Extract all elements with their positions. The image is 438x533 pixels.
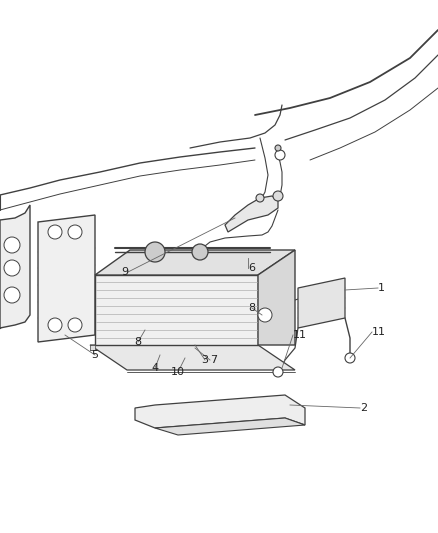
Text: 4: 4 <box>152 363 159 373</box>
Polygon shape <box>225 196 278 232</box>
Circle shape <box>273 191 283 201</box>
Text: 1: 1 <box>378 283 385 293</box>
Circle shape <box>68 318 82 332</box>
Circle shape <box>258 308 272 322</box>
Circle shape <box>256 194 264 202</box>
Polygon shape <box>298 278 345 328</box>
Text: 7: 7 <box>210 355 217 365</box>
Circle shape <box>275 145 281 151</box>
Text: 2: 2 <box>360 403 367 413</box>
Text: 3: 3 <box>201 355 208 365</box>
Text: 8: 8 <box>134 337 141 347</box>
Circle shape <box>345 353 355 363</box>
Text: 8: 8 <box>248 303 255 313</box>
Polygon shape <box>38 215 95 342</box>
Polygon shape <box>258 250 295 345</box>
Text: 5: 5 <box>92 350 99 360</box>
Circle shape <box>48 225 62 239</box>
Text: 10: 10 <box>171 367 185 377</box>
Circle shape <box>4 260 20 276</box>
Text: 9: 9 <box>121 267 128 277</box>
Circle shape <box>4 237 20 253</box>
Polygon shape <box>90 345 95 350</box>
Text: 6: 6 <box>248 263 255 273</box>
Polygon shape <box>95 250 295 275</box>
Circle shape <box>4 287 20 303</box>
Circle shape <box>275 150 285 160</box>
Circle shape <box>68 225 82 239</box>
Circle shape <box>192 244 208 260</box>
Polygon shape <box>90 345 295 370</box>
Polygon shape <box>95 275 258 345</box>
Text: 11: 11 <box>293 330 307 340</box>
Polygon shape <box>135 395 305 428</box>
Text: 11: 11 <box>372 327 386 337</box>
Polygon shape <box>0 205 30 328</box>
Circle shape <box>48 318 62 332</box>
Polygon shape <box>155 418 305 435</box>
Circle shape <box>145 242 165 262</box>
Circle shape <box>273 367 283 377</box>
